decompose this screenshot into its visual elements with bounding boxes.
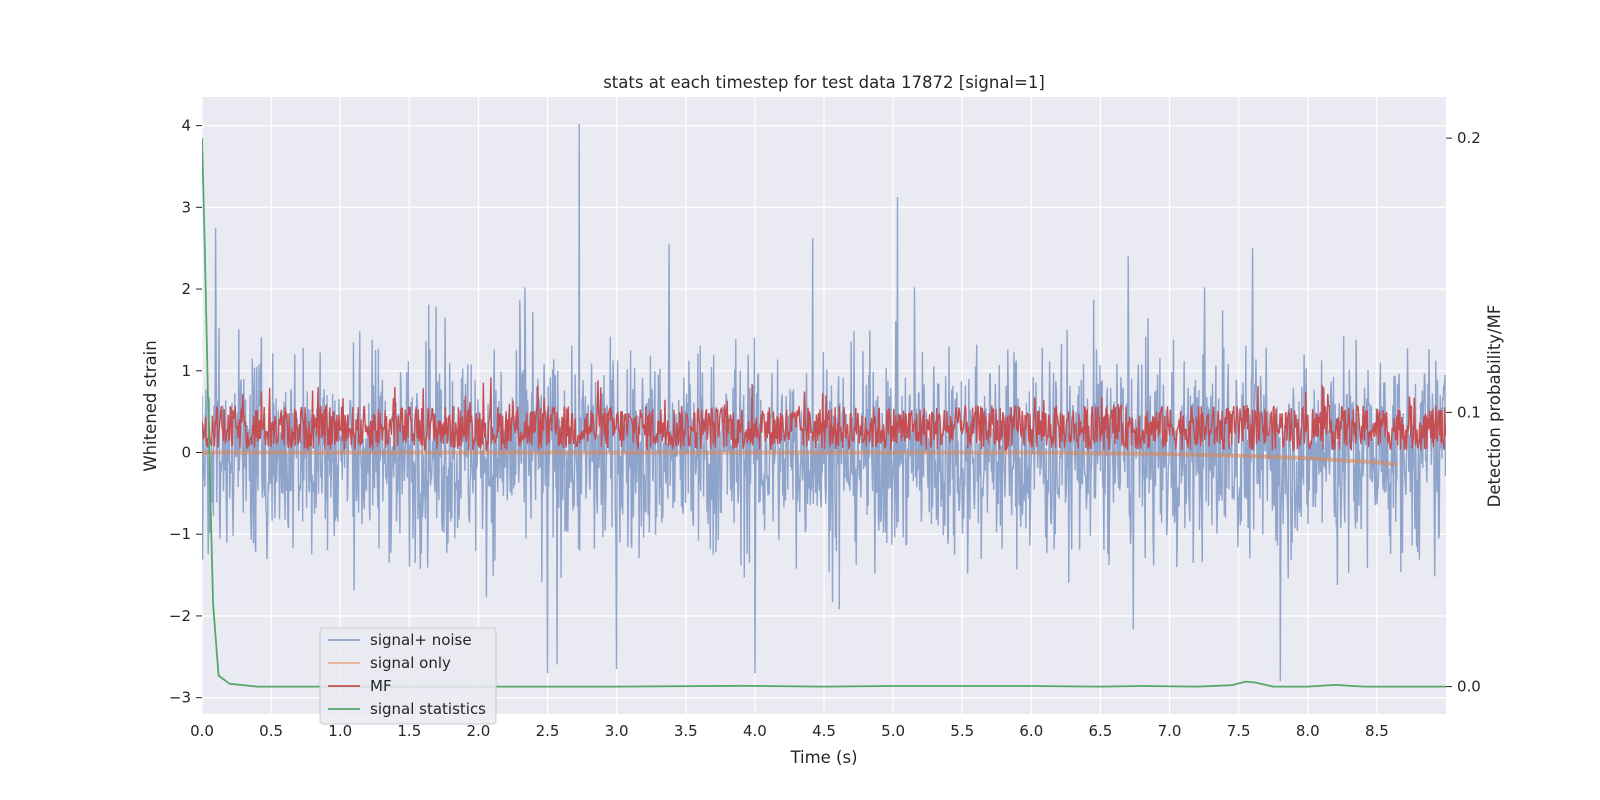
y2-tick-label: 0.1 [1457,403,1481,421]
y-tick-label: −3 [169,689,191,707]
y2-tick-label: 0.0 [1457,678,1481,696]
x-tick-label: 1.5 [397,722,421,740]
y-tick-label: −2 [169,607,191,625]
x-tick-label: 0.0 [190,722,214,740]
axes: 0.0 0.5 1.0 1.5 2.0 2.5 3.0 3.5 4.0 4.5 5.0 5.5 6.0 6… [169,117,1481,740]
x-tick-label: 4.5 [812,722,836,740]
y-tick-label: 1 [181,362,191,380]
x-tick-label: 8.5 [1365,722,1389,740]
x-tick-label: 2.5 [536,722,560,740]
x-tick-label: 5.5 [950,722,974,740]
x-tick-label: 7.5 [1227,722,1251,740]
y-axis-label: Whitened strain [141,340,160,471]
x-tick-label: 5.0 [881,722,905,740]
legend: signal+ noise signal only MF signal stat… [319,627,497,725]
x-tick-label: 0.5 [259,722,283,740]
x-tick-label: 3.0 [605,722,629,740]
x-tick-label: 6.5 [1089,722,1113,740]
x-tick-label: 4.0 [743,722,767,740]
x-tick-label: 7.0 [1158,722,1182,740]
legend-label-signal-noise: signal+ noise [370,631,472,649]
y-tick-label: −1 [169,525,191,543]
x-tick-label: 2.0 [467,722,491,740]
x-tick-label: 6.0 [1019,722,1043,740]
x-tick-label: 8.0 [1296,722,1320,740]
legend-label-signal-statistics: signal statistics [370,700,486,718]
y-tick-label: 4 [181,117,191,135]
y-tick-label: 3 [181,198,191,216]
legend-label-signal-only: signal only [370,654,451,672]
series-signal-statistics [202,138,1446,688]
y-tick-label: 0 [181,443,191,461]
legend-box [319,627,497,725]
y-tick-label: 2 [181,280,191,298]
x-tick-label: 1.0 [328,722,352,740]
y2-tick-label: 0.2 [1457,129,1481,147]
series-layer [202,123,1446,688]
chart-title: stats at each timestep for test data 178… [603,73,1045,92]
series-signal-only [202,450,1398,467]
x-tick-label: 3.5 [674,722,698,740]
x-axis-label: Time (s) [789,748,857,767]
legend-label-mf: MF [370,677,392,695]
series-mf [202,377,1446,453]
series-signal-noise [202,123,1446,682]
y2-axis-label: Detection probability/MF [1485,305,1504,508]
